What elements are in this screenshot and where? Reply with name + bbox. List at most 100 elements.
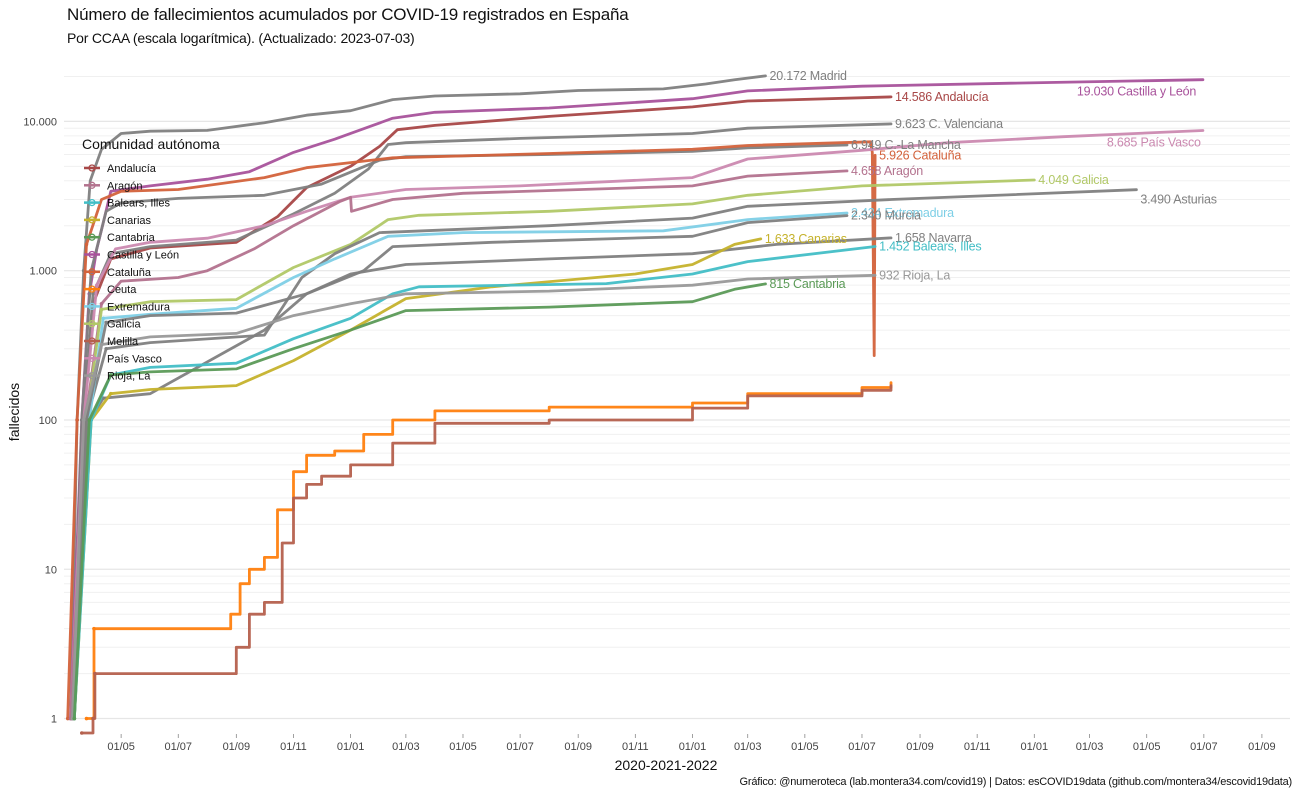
x-tick-label: 01/05 xyxy=(1133,741,1161,753)
x-tick-label: 01/11 xyxy=(622,741,649,753)
series-end-label: 8.685 País Vasco xyxy=(1107,136,1201,150)
x-tick-label: 01/07 xyxy=(1190,741,1218,753)
y-axis: 1 10 100 1.000 10.000 xyxy=(23,116,57,725)
x-tick-label: 01/03 xyxy=(734,741,762,753)
series-lines xyxy=(65,74,1205,735)
series-point xyxy=(65,716,70,721)
legend-key-marker xyxy=(88,354,96,362)
series-line-melilla xyxy=(80,384,893,735)
y-tick-label: 1 xyxy=(51,714,57,726)
y-tick-label: 10.000 xyxy=(23,116,57,128)
series-point xyxy=(92,626,96,631)
legend-entry: Canarias xyxy=(107,215,152,227)
series-point xyxy=(94,283,99,287)
series-end-labels: 20.172 Madrid 19.030 Castilla y León 14.58… xyxy=(765,69,1217,291)
series-point xyxy=(101,316,106,321)
legend-title: Comunidad autónoma xyxy=(82,136,220,152)
legend-entry: Balears, Illes xyxy=(107,198,170,210)
series-point xyxy=(91,292,95,296)
x-tick-label: 01/05 xyxy=(449,741,477,753)
series-end-label: 2.434 Extremadura xyxy=(851,206,954,220)
x-tick-label: 01/03 xyxy=(392,741,420,753)
series-line-navarra xyxy=(71,236,893,720)
x-axis-label: 2020-2021-2022 xyxy=(615,757,718,773)
series-point xyxy=(81,418,86,422)
series-point xyxy=(84,716,89,721)
y-tick-label: 10 xyxy=(45,564,57,576)
legend-entry: Extremadura xyxy=(107,301,171,313)
legend-key-marker xyxy=(88,371,96,380)
series-line-rioja-la xyxy=(71,273,877,720)
legend-entry: Melilla xyxy=(107,336,139,348)
legend-entry: Ceuta xyxy=(107,284,137,296)
x-axis: 01/05 01/07 01/09 01/11 01/01 01/03 01/05 01/07… xyxy=(107,734,1276,753)
legend-key-marker xyxy=(88,233,96,241)
series-line-arag-n xyxy=(69,169,849,720)
legend-entry: Castilla y León xyxy=(107,250,179,262)
series-point xyxy=(72,716,77,721)
series-end-label: 1.658 Navarra xyxy=(895,231,972,245)
x-tick-label: 01/03 xyxy=(1076,741,1104,753)
series-point xyxy=(109,391,113,396)
series-end-label: 1.452 Balears, Illes xyxy=(879,240,981,254)
series-point xyxy=(109,373,113,377)
x-tick-label: 01/07 xyxy=(848,741,876,753)
legend-entry: País Vasco xyxy=(107,353,162,365)
series-point xyxy=(84,242,89,247)
legend-entry: Andalucía xyxy=(107,163,157,175)
x-tick-label: 01/07 xyxy=(164,741,192,753)
series-point xyxy=(91,716,95,721)
legend-entry: Rioja, La xyxy=(107,371,151,383)
series-end-label: 19.030 Castilla y León xyxy=(1077,85,1197,99)
series-end-label: 4.658 Aragón xyxy=(851,164,923,178)
legend-key-marker xyxy=(88,216,96,224)
series-point xyxy=(75,418,79,422)
x-tick-label: 01/01 xyxy=(337,741,365,753)
series-point xyxy=(79,731,84,735)
x-tick-label: 01/05 xyxy=(791,741,819,753)
series-end-label: 5.926 Cataluña xyxy=(879,148,961,162)
legend-key-marker xyxy=(88,164,96,172)
x-tick-label: 01/11 xyxy=(280,741,307,753)
series-point xyxy=(104,346,108,351)
x-tick-label: 01/05 xyxy=(107,741,135,753)
x-tick-label: 01/07 xyxy=(506,741,534,753)
legend-key-marker xyxy=(88,181,96,189)
caption: Gráfico: @numeroteca (lab.montera34.com/… xyxy=(739,776,1293,788)
series-line-ceuta xyxy=(85,381,893,720)
series-end-label: 6.949 C.-La Mancha xyxy=(851,138,961,152)
series-line-castilla-y-le-n xyxy=(69,78,1205,720)
series-point xyxy=(84,418,89,422)
series-point xyxy=(99,307,104,312)
x-tick-label: 01/09 xyxy=(1248,741,1276,753)
x-tick-label: 01/09 xyxy=(223,741,251,753)
series-line-madrid xyxy=(69,74,767,720)
legend-key-marker xyxy=(88,250,96,259)
series-end-label: 14.586 Andalucía xyxy=(895,90,989,104)
x-tick-label: 01/09 xyxy=(906,741,934,753)
series-line-c-la-mancha xyxy=(71,143,849,720)
legend-entry: Cantabria xyxy=(107,232,156,244)
series-line-asturias xyxy=(72,188,1138,720)
series-line-galicia xyxy=(72,178,1036,720)
legend-entry: Galicia xyxy=(107,319,142,331)
legend-key-marker xyxy=(88,337,96,345)
series-end-label: 2.340 Murcia xyxy=(851,209,921,223)
series-line-extremadura xyxy=(72,211,849,720)
legend-entry: Cataluña xyxy=(107,267,152,279)
series-line-catalu-a xyxy=(66,140,877,720)
series-end-label: 815 Cantabria xyxy=(770,277,846,291)
x-tick-label: 01/11 xyxy=(964,741,991,753)
legend-key-marker xyxy=(88,285,96,293)
legend: Comunidad autónoma Andalucía Aragón Balear… xyxy=(82,136,220,383)
series-end-label: 932 Rioja, La xyxy=(879,268,950,282)
legend-key-marker xyxy=(88,198,96,207)
y-axis-label: fallecidos xyxy=(6,383,22,441)
series-point xyxy=(93,671,97,676)
y-tick-label: 1.000 xyxy=(29,266,57,278)
series-end-label: 3.490 Asturias xyxy=(1140,193,1216,207)
series-point xyxy=(104,320,108,325)
chart-subtitle: Por CCAA (escala logarítmica). (Actualiz… xyxy=(67,30,415,46)
series-end-label: 4.049 Galicia xyxy=(1038,173,1109,187)
